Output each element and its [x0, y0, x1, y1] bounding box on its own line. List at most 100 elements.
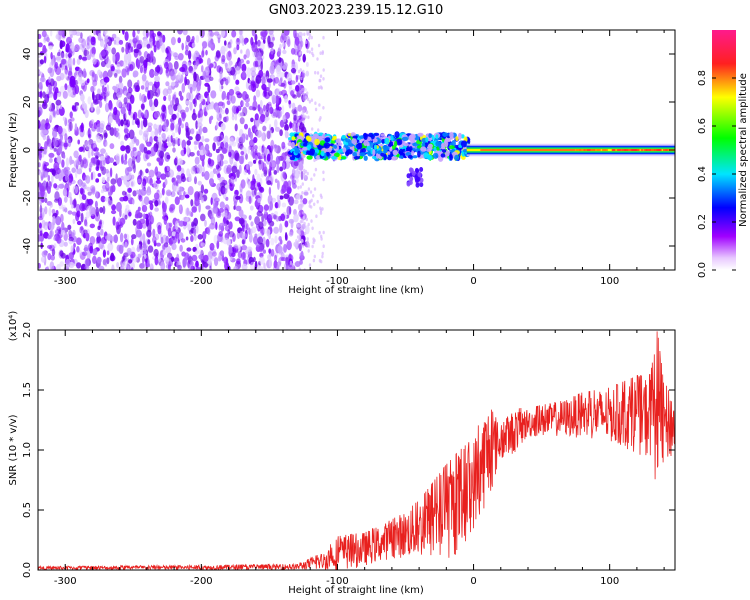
- noise-speck: [44, 221, 51, 226]
- noise-speck: [295, 107, 299, 111]
- noise-speck: [268, 248, 272, 254]
- noise-speck: [251, 226, 257, 234]
- noise-speck: [197, 117, 203, 124]
- noise-speck: [128, 129, 135, 140]
- noise-speck: [65, 173, 69, 182]
- noise-speck: [74, 84, 80, 95]
- noise-speck: [145, 57, 149, 63]
- signal-blob: [291, 136, 296, 141]
- noise-speck: [306, 62, 309, 67]
- noise-speck: [94, 200, 98, 209]
- noise-speck: [114, 72, 118, 78]
- x-tick-label: -300: [54, 276, 77, 287]
- noise-speck: [155, 179, 162, 184]
- noise-speck: [209, 265, 212, 270]
- signal-blob: [408, 134, 415, 141]
- noise-speck: [107, 69, 113, 78]
- noise-speck: [185, 44, 189, 52]
- noise-speck: [282, 114, 287, 123]
- noise-speck: [268, 30, 274, 35]
- noise-speck: [306, 32, 309, 36]
- noise-speck: [302, 198, 308, 205]
- noise-speck: [108, 115, 113, 124]
- noise-speck: [62, 90, 68, 99]
- noise-speck: [276, 194, 280, 201]
- noise-speck: [54, 61, 59, 69]
- signal-blob: [403, 142, 409, 147]
- noise-speck: [319, 74, 323, 78]
- signal-blob: [432, 152, 439, 159]
- noise-speck: [158, 141, 162, 150]
- noise-speck: [241, 63, 247, 72]
- noise-speck: [73, 198, 77, 208]
- noise-speck: [222, 212, 225, 218]
- noise-speck: [279, 43, 282, 50]
- noise-speck: [133, 48, 140, 54]
- noise-speck: [210, 31, 215, 37]
- noise-speck: [50, 52, 53, 60]
- noise-speck: [156, 64, 161, 74]
- noise-speck: [266, 229, 269, 237]
- noise-speck: [297, 104, 303, 112]
- noise-speck: [306, 237, 309, 241]
- noise-speck: [209, 213, 214, 220]
- noise-speck: [212, 142, 216, 152]
- noise-speck: [43, 231, 49, 239]
- noise-speck: [112, 54, 116, 64]
- noise-speck: [266, 153, 271, 162]
- noise-speck: [251, 75, 255, 82]
- noise-speck: [129, 179, 136, 188]
- noise-speck: [209, 178, 214, 186]
- noise-speck: [181, 251, 186, 257]
- noise-speck: [152, 236, 157, 244]
- noise-speck: [63, 241, 68, 247]
- noise-speck: [267, 103, 273, 111]
- noise-speck: [261, 146, 268, 156]
- noise-speck: [316, 199, 319, 204]
- noise-speck: [215, 221, 218, 230]
- noise-speck: [118, 75, 123, 84]
- noise-speck: [305, 40, 308, 44]
- noise-speck: [58, 106, 65, 117]
- noise-speck: [56, 109, 60, 116]
- noise-speck: [277, 180, 280, 190]
- noise-speck: [100, 148, 106, 154]
- noise-speck: [38, 150, 42, 161]
- signal-blob: [320, 151, 324, 156]
- noise-speck: [106, 257, 110, 265]
- noise-speck: [245, 101, 250, 108]
- noise-speck: [320, 237, 323, 241]
- noise-speck: [90, 85, 95, 93]
- noise-speck: [261, 76, 266, 85]
- signal-blob: [454, 154, 459, 161]
- noise-speck: [152, 111, 159, 120]
- noise-speck: [186, 145, 190, 155]
- signal-blob: [419, 182, 424, 188]
- noise-speck: [62, 154, 66, 159]
- noise-speck: [198, 78, 202, 87]
- colorbar-ticks: 0.0 0.2 0.4 0.6 0.8: [697, 70, 736, 278]
- colorbar-tick-label: 0.2: [697, 214, 708, 230]
- noise-speck: [225, 196, 229, 201]
- tone-core-segment: [601, 149, 607, 151]
- signal-blob: [356, 151, 361, 157]
- noise-speck: [189, 152, 195, 157]
- noise-speck: [322, 170, 325, 175]
- noise-speck: [322, 35, 325, 40]
- noise-speck: [269, 64, 275, 75]
- signal-blob: [289, 156, 296, 161]
- noise-speck: [201, 50, 205, 58]
- noise-speck: [274, 235, 278, 244]
- noise-speck: [136, 189, 140, 195]
- tone-core-segment: [645, 149, 652, 151]
- noise-speck: [112, 216, 116, 226]
- noise-speck: [241, 100, 245, 107]
- signal-blob: [348, 143, 354, 147]
- noise-speck: [161, 104, 166, 112]
- noise-speck: [135, 209, 141, 219]
- tone-core-segment: [652, 149, 658, 151]
- noise-speck: [317, 128, 320, 132]
- noise-speck: [149, 203, 154, 211]
- noise-speck: [313, 254, 316, 259]
- noise-speck: [158, 254, 161, 263]
